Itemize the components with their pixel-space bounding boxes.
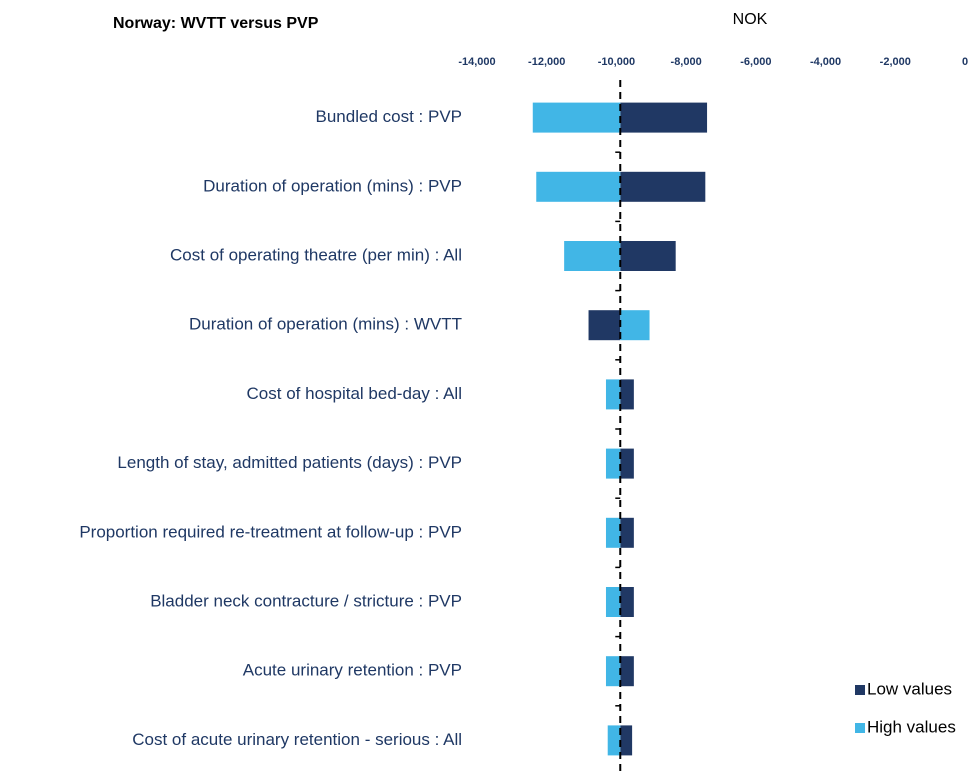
- bar: [605, 379, 621, 410]
- x-tick-label: -14,000: [458, 56, 495, 68]
- bar: [536, 171, 621, 202]
- category-label: Length of stay, admitted patients (days)…: [117, 453, 462, 472]
- category-label: Cost of operating theatre (per min) : Al…: [170, 245, 462, 264]
- x-tick-label: -8,000: [671, 56, 702, 68]
- bar: [620, 656, 634, 687]
- x-tick-label: -2,000: [880, 56, 911, 68]
- category-label: Proportion required re-treatment at foll…: [79, 522, 462, 541]
- bar: [620, 102, 708, 133]
- legend-swatch: [855, 685, 865, 695]
- bar: [588, 310, 621, 341]
- category-label: Duration of operation (mins) : PVP: [203, 176, 462, 195]
- bar: [607, 725, 621, 756]
- bar: [620, 448, 634, 479]
- bar: [620, 587, 634, 617]
- category-label: Acute urinary retention : PVP: [243, 661, 462, 680]
- bar: [605, 448, 621, 479]
- legend-label: Low values: [867, 679, 952, 698]
- bar: [620, 241, 676, 271]
- bar: [620, 725, 633, 756]
- legend-label: High values: [867, 717, 956, 736]
- category-label: Bladder neck contracture / stricture : P…: [150, 591, 462, 610]
- category-label: Bundled cost : PVP: [316, 107, 462, 126]
- category-label: Duration of operation (mins) : WVTT: [189, 315, 462, 334]
- bar: [620, 310, 650, 341]
- chart-title: Norway: WVTT versus PVP: [113, 15, 319, 32]
- x-tick-label: -4,000: [810, 56, 841, 68]
- x-tick-label: -6,000: [740, 56, 771, 68]
- category-label: Cost of hospital bed-day : All: [247, 384, 462, 403]
- x-tick-label: -10,000: [598, 56, 635, 68]
- axis-label: NOK: [733, 11, 768, 28]
- x-tick-label: 0: [962, 56, 968, 68]
- bar: [620, 171, 706, 202]
- bar: [605, 517, 621, 548]
- bar: [532, 102, 621, 133]
- bar: [605, 656, 621, 687]
- legend-swatch: [855, 723, 865, 733]
- bar: [605, 587, 621, 617]
- bar: [620, 379, 634, 410]
- category-label: Cost of acute urinary retention - seriou…: [132, 730, 462, 749]
- x-tick-label: -12,000: [528, 56, 565, 68]
- bar: [564, 241, 621, 271]
- bar: [620, 517, 634, 548]
